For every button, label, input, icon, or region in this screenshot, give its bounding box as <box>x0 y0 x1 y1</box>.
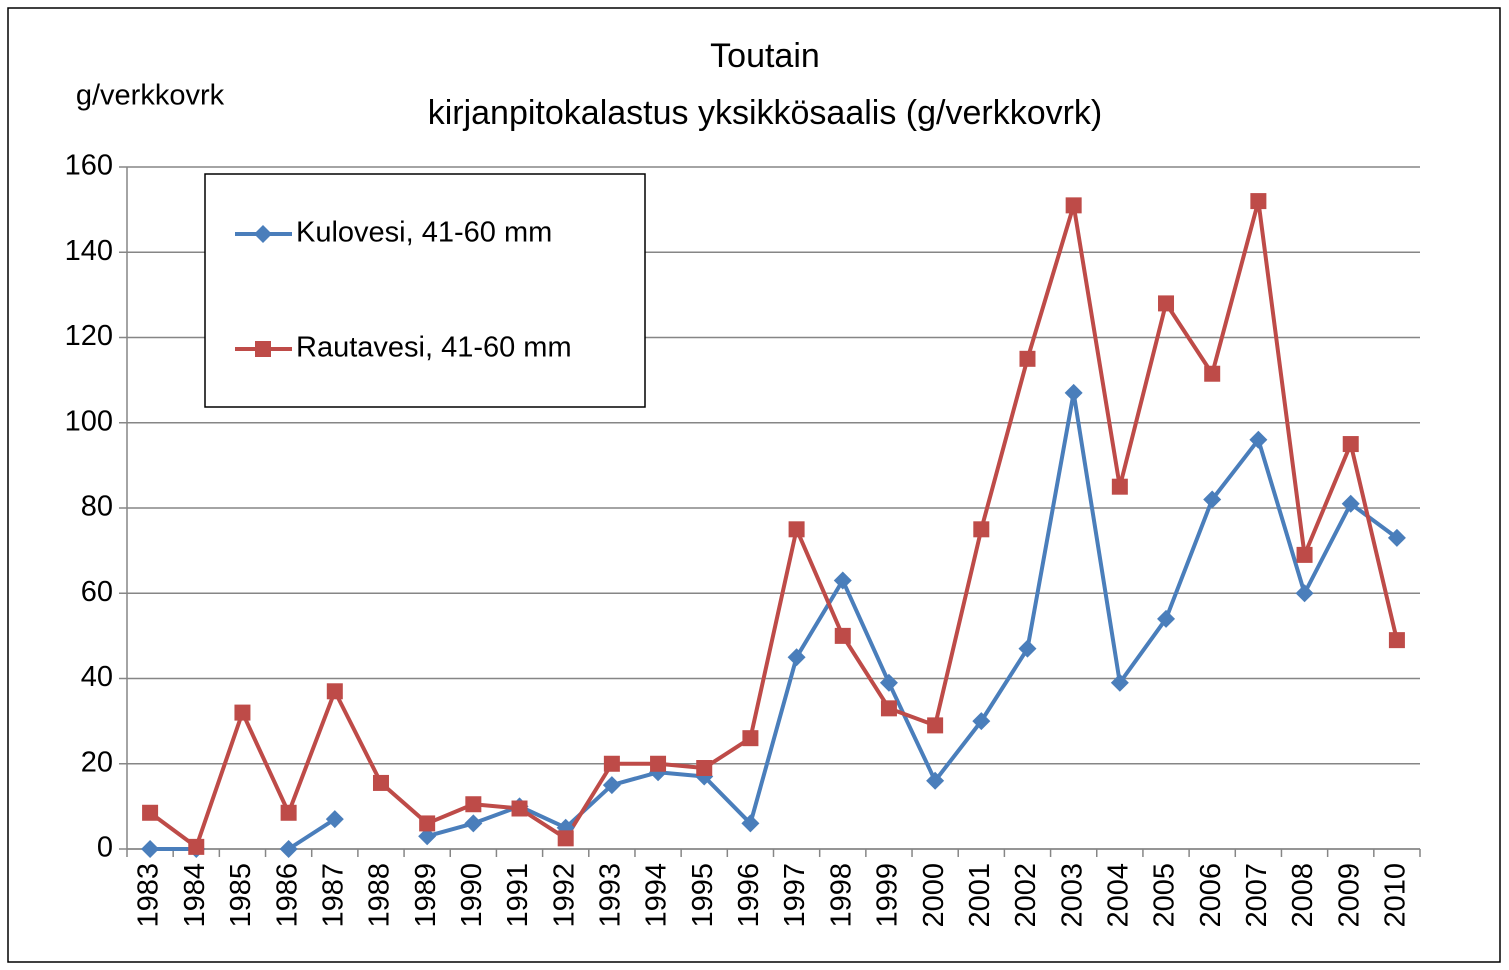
y-tick-label: 160 <box>65 150 113 182</box>
x-tick-label: 1991 <box>502 863 534 928</box>
data-point <box>1111 478 1128 495</box>
y-tick-label: 140 <box>65 235 113 267</box>
data-point <box>1019 350 1036 367</box>
data-point <box>1157 609 1176 628</box>
x-tick-label: 2003 <box>1056 863 1088 928</box>
data-point <box>650 755 667 772</box>
x-tick-label: 1993 <box>595 863 627 928</box>
data-point <box>1018 639 1037 658</box>
data-point <box>465 796 482 813</box>
legend-label: Rautavesi, 41-60 mm <box>296 332 572 364</box>
data-point <box>557 830 574 847</box>
data-point <box>833 571 852 590</box>
x-tick-label: 1997 <box>779 863 811 928</box>
data-point <box>788 521 805 538</box>
x-tick-label: 1986 <box>271 863 303 928</box>
x-tick-label: 1995 <box>687 863 719 928</box>
chart-subtitle: kirjanpitokalastus yksikkösaalis (g/verk… <box>428 94 1103 132</box>
y-tick-label: 80 <box>81 491 113 523</box>
x-tick-label: 2000 <box>918 863 950 928</box>
data-point <box>1341 494 1360 513</box>
x-tick-label: 1983 <box>133 863 165 928</box>
x-tick-label: 1990 <box>456 863 488 928</box>
data-point <box>603 755 620 772</box>
x-tick-label: 2009 <box>1333 863 1365 928</box>
chart-title: Toutain <box>710 37 820 75</box>
data-point <box>742 730 759 747</box>
data-point <box>1388 632 1405 649</box>
x-tick-label: 1998 <box>825 863 857 928</box>
x-tick-label: 1989 <box>410 863 442 928</box>
data-point <box>418 827 437 846</box>
data-point <box>372 774 389 791</box>
x-tick-label: 1994 <box>641 863 673 928</box>
data-point <box>1158 295 1175 312</box>
data-point <box>464 814 483 833</box>
legend-marker <box>254 225 272 243</box>
x-tick-label: 2007 <box>1241 863 1273 928</box>
data-point <box>973 521 990 538</box>
data-point <box>926 771 945 790</box>
data-point <box>188 838 205 855</box>
x-tick-label: 1987 <box>317 863 349 928</box>
data-point <box>1250 193 1267 210</box>
data-point <box>419 815 436 832</box>
data-point <box>1249 430 1268 449</box>
legend-marker <box>255 341 271 357</box>
legend-box <box>204 173 646 408</box>
y-tick-label: 100 <box>65 405 113 437</box>
x-tick-label: 2006 <box>1195 863 1227 928</box>
data-point <box>972 712 991 731</box>
x-tick-label: 1999 <box>872 863 904 928</box>
x-tick-label: 2005 <box>1149 863 1181 928</box>
x-tick-label: 1996 <box>733 863 765 928</box>
data-point <box>602 776 621 795</box>
y-tick-label: 120 <box>65 320 113 352</box>
data-point <box>1295 584 1314 603</box>
data-point <box>696 760 713 777</box>
data-point <box>325 810 344 829</box>
data-point <box>142 804 159 821</box>
data-point <box>879 673 898 692</box>
x-tick-label: 1985 <box>225 863 257 928</box>
data-point <box>511 800 528 817</box>
data-point <box>834 627 851 644</box>
y-tick-label: 20 <box>81 746 113 778</box>
x-tick-label: 1988 <box>364 863 396 928</box>
legend-label: Kulovesi, 41-60 mm <box>296 217 552 249</box>
series-line <box>148 199 1399 849</box>
data-point <box>1387 528 1406 547</box>
x-tick-label: 2001 <box>964 863 996 928</box>
data-point <box>326 683 343 700</box>
data-point <box>1065 197 1082 214</box>
y-tick-label: 0 <box>97 832 113 864</box>
x-tick-label: 2002 <box>1010 863 1042 928</box>
y-axis-label: g/verkkovrk <box>76 80 225 112</box>
data-point <box>1204 365 1221 382</box>
y-tick-label: 60 <box>81 576 113 608</box>
data-point <box>279 840 298 858</box>
data-point <box>741 814 760 833</box>
y-tick-label: 40 <box>81 661 113 693</box>
x-tick-label: 2004 <box>1102 863 1134 928</box>
data-point <box>1342 436 1359 453</box>
data-point <box>787 648 806 667</box>
x-tick-label: 1984 <box>179 863 211 928</box>
x-tick-label: 2010 <box>1380 863 1412 928</box>
data-point <box>1110 673 1129 692</box>
x-tick-label: 2008 <box>1287 863 1319 928</box>
data-point <box>280 804 297 821</box>
data-point <box>1203 490 1222 509</box>
data-point <box>234 704 251 721</box>
data-point <box>880 700 897 717</box>
x-tick-label: 1992 <box>548 863 580 928</box>
data-point <box>1064 383 1083 402</box>
data-point <box>1296 546 1313 563</box>
data-point <box>141 840 160 858</box>
data-point <box>927 717 944 734</box>
